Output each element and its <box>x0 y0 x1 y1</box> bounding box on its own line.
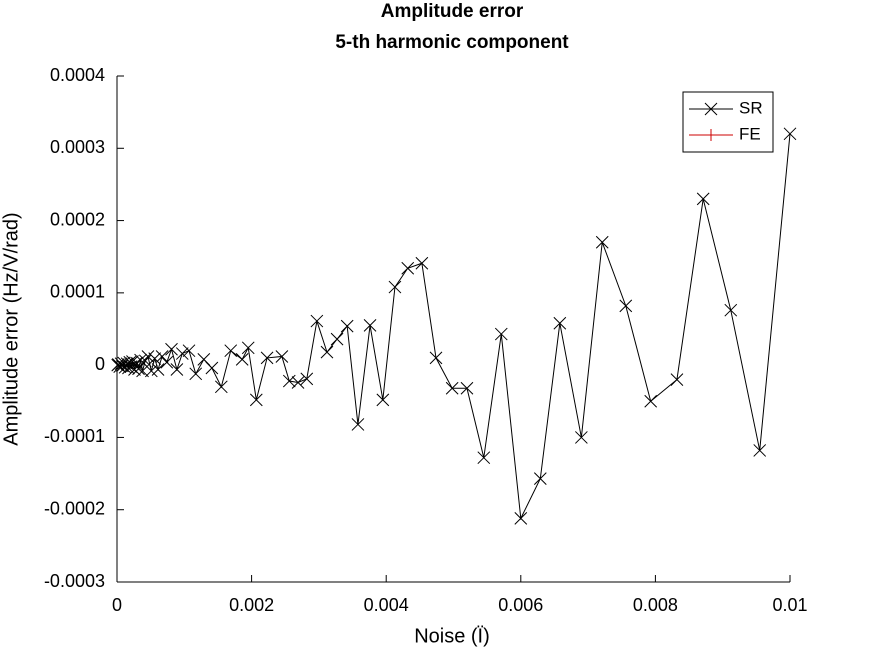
marker <box>300 372 314 386</box>
marker <box>644 394 658 408</box>
legend-label: FE <box>739 124 761 143</box>
marker <box>553 316 567 330</box>
legend-marker <box>704 102 718 116</box>
marker <box>148 352 162 365</box>
y-tick-label: 0.0003 <box>50 137 105 157</box>
marker <box>575 431 588 444</box>
marker <box>514 512 528 525</box>
y-tick-label: -0.0001 <box>44 426 105 446</box>
marker <box>235 353 249 366</box>
marker <box>595 235 609 249</box>
marker <box>376 393 390 407</box>
marker <box>460 381 474 395</box>
marker <box>415 256 429 270</box>
marker <box>291 376 305 389</box>
series-line <box>117 133 791 521</box>
y-axis-label: Amplitude error (Hz/V/rad) <box>0 212 22 445</box>
marker <box>241 341 255 355</box>
x-tick-label: 0.008 <box>633 595 678 615</box>
marker <box>282 374 296 388</box>
marker <box>477 451 491 465</box>
marker <box>340 319 354 333</box>
marker <box>619 299 633 313</box>
marker <box>445 381 459 395</box>
marker <box>132 362 145 376</box>
marker <box>134 353 147 367</box>
marker <box>670 373 684 386</box>
marker <box>783 127 797 141</box>
marker <box>330 332 344 346</box>
marker <box>696 192 710 206</box>
marker <box>401 261 415 275</box>
marker <box>533 472 547 485</box>
marker <box>214 380 228 394</box>
y-tick-label: -0.0003 <box>44 571 105 591</box>
marker <box>138 354 152 368</box>
marker <box>182 344 196 358</box>
y-tick-label: 0.0002 <box>50 209 105 229</box>
marker <box>170 363 184 376</box>
marker <box>155 350 169 363</box>
marker <box>165 342 178 356</box>
marker <box>363 319 377 332</box>
marker <box>388 280 402 294</box>
chart-subtitle: 5-th harmonic component <box>335 32 569 53</box>
y-tick-label: -0.0002 <box>44 498 105 518</box>
marker <box>724 303 738 317</box>
x-tick-label: 0 <box>112 595 122 615</box>
marker <box>351 418 365 431</box>
marker <box>136 364 149 378</box>
y-tick-label: 0 <box>95 354 105 374</box>
y-tick-label: 0.0004 <box>50 65 105 85</box>
marker <box>494 327 508 341</box>
marker <box>175 347 189 360</box>
y-tick-label: 0.0001 <box>50 282 105 302</box>
marker <box>141 350 155 363</box>
marker <box>310 314 324 328</box>
marker <box>275 350 289 363</box>
x-tick-label: 0.004 <box>364 595 409 615</box>
legend-marker <box>705 129 717 141</box>
legend-label: SR <box>739 98 763 117</box>
marker <box>429 351 443 365</box>
marker <box>260 351 274 365</box>
marker <box>320 345 334 359</box>
legend-box <box>682 91 774 153</box>
marker <box>151 363 165 376</box>
x-axis-label: Noise (Ï) <box>414 625 490 647</box>
marker <box>189 367 203 381</box>
x-tick-label: 0.002 <box>229 595 274 615</box>
x-tick-label: 0.01 <box>772 595 807 615</box>
legend: SR FE <box>682 91 774 153</box>
marker <box>753 444 767 457</box>
marker <box>205 361 219 375</box>
marker <box>249 393 263 407</box>
marker <box>160 355 174 369</box>
chart-title: Amplitude error <box>381 1 524 22</box>
x-tick-label: 0.006 <box>498 595 543 615</box>
marker <box>224 344 238 358</box>
